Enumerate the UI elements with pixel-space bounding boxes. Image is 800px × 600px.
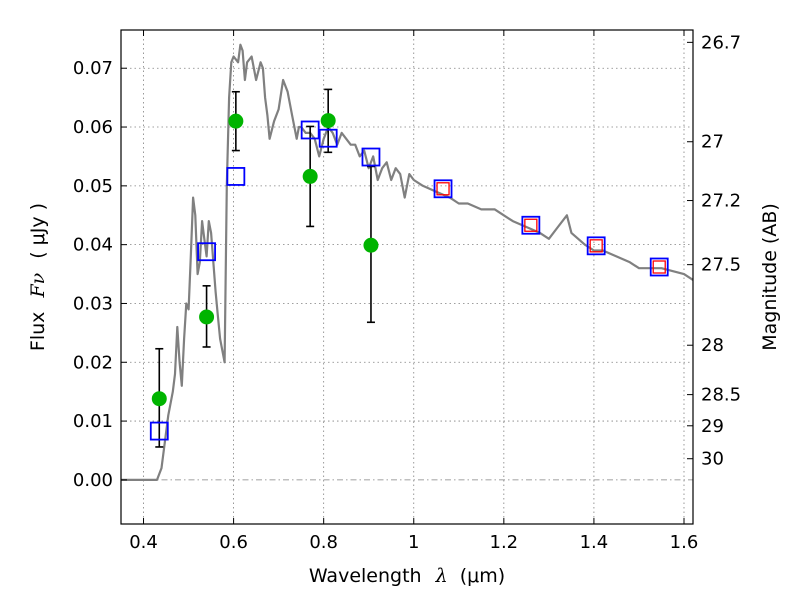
model-band-square	[649, 257, 669, 277]
svg-text:Flux Fν ( μJy ): Flux Fν ( μJy )	[27, 203, 49, 351]
x-axis-title-symbol: λ	[435, 565, 448, 587]
x-tick-label: 0.8	[309, 532, 338, 553]
observed-point	[302, 168, 318, 184]
y-axis-title-unit: ( μJy )	[27, 203, 49, 259]
axis-ticks: 0.4 0.6 0.8 1 1.2 1.4 1.6 0.00 0.01 0.02 0.03 0.04 0…	[73, 30, 741, 553]
y-tick-label: 0.02	[73, 352, 113, 373]
magnitude-tick-label: 26.7	[701, 32, 741, 53]
x-axis-title: Wavelength λ (μm)	[309, 565, 505, 587]
model-band-square	[318, 128, 338, 148]
magnitude-tick-label: 28.5	[701, 385, 741, 406]
magnitude-tick-label: 30	[701, 449, 724, 470]
infrared-band-square	[652, 260, 666, 274]
observed-point	[199, 309, 215, 325]
magnitude-tick-label: 27.5	[701, 255, 741, 276]
y-tick-label: 0.04	[73, 235, 113, 256]
magnitude-tick-label: 29	[701, 416, 724, 437]
x-tick-label: 0.4	[129, 532, 158, 553]
y-tick-label: 0.03	[73, 293, 113, 314]
infrared-band-square	[524, 218, 538, 232]
magnitude-tick-label: 27	[701, 132, 724, 153]
y-axis-title: Flux Fν ( μJy )	[27, 203, 49, 351]
model-band-square	[586, 236, 606, 256]
y-tick-label: 0.00	[73, 470, 113, 491]
y-tick-label: 0.07	[73, 58, 113, 79]
x-tick-label: 1.2	[490, 532, 519, 553]
magnitude-axis-title-text: Magnitude (AB)	[759, 203, 781, 351]
infrared-band-square	[436, 182, 450, 196]
model-band-square	[149, 421, 169, 441]
observed-point	[320, 113, 336, 129]
plot-area	[121, 43, 693, 481]
axes-frame	[120, 29, 694, 525]
model-band-square	[433, 179, 453, 199]
svg-text:Wavelength λ (μm): Wavelength λ (μm)	[309, 565, 505, 587]
model-band-square	[361, 147, 381, 167]
x-tick-label: 1.6	[670, 532, 699, 553]
magnitude-axis-title: Magnitude (AB)	[759, 203, 781, 351]
x-tick-label: 1.4	[580, 532, 609, 553]
y-tick-label: 0.05	[73, 176, 113, 197]
model-band-square	[226, 167, 246, 186]
model-band-square	[197, 242, 216, 262]
y-axis-title-prefix: Flux	[27, 312, 49, 352]
x-tick-label: 0.6	[219, 532, 248, 553]
magnitude-tick-label: 28	[701, 335, 724, 356]
infrared-band-square	[589, 239, 603, 253]
y-axis-title-symbol: Fν	[27, 272, 49, 298]
magnitude-tick-label: 27.2	[701, 191, 741, 212]
x-tick-label: 1	[408, 532, 419, 553]
observed-point	[228, 113, 244, 129]
x-axis-title-unit: (μm)	[460, 565, 505, 587]
observed-point	[151, 391, 167, 407]
observed-point	[363, 237, 379, 253]
y-tick-label: 0.01	[73, 411, 113, 432]
x-axis-title-prefix: Wavelength	[309, 565, 422, 587]
model-band-square	[300, 120, 320, 140]
model-band-square	[521, 215, 541, 235]
y-tick-label: 0.06	[73, 117, 113, 138]
